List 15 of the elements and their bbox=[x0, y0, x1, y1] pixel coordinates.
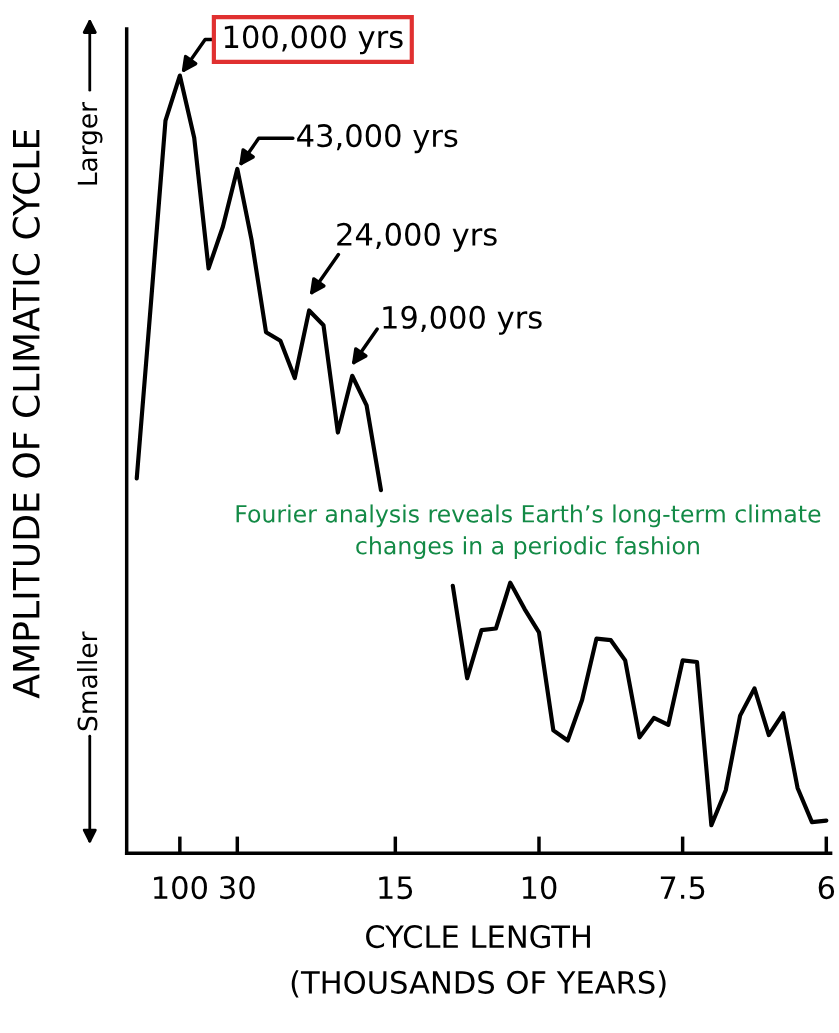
x-tick-label: 7.5 bbox=[660, 876, 705, 900]
text: Smaller bbox=[77, 631, 98, 731]
x-tick-label: 10 bbox=[522, 876, 557, 900]
annotation: Fourier analysis reveals Earth’s long-term climate changes in a periodic fashion bbox=[236, 504, 821, 560]
x-axis-title: CYCLE LENGTH (THOUSANDS OF YEARS) bbox=[291, 925, 666, 998]
x-tick-label: 100 bbox=[154, 876, 207, 900]
annotation: 100,000 yrs bbox=[224, 25, 403, 55]
x-tick-label: 15 bbox=[379, 876, 413, 900]
text: Larger bbox=[77, 102, 103, 185]
x-tick-label: 6 bbox=[818, 876, 835, 900]
annotation: 19,000 yrs bbox=[383, 305, 542, 335]
annotation: 43,000 yrs bbox=[297, 124, 458, 154]
x-tick-label: 30 bbox=[220, 876, 255, 900]
annotation: 24,000 yrs bbox=[337, 222, 497, 252]
y-axis-title: AMPLITUDE OF CLIMATIC CYCLE bbox=[12, 130, 40, 699]
